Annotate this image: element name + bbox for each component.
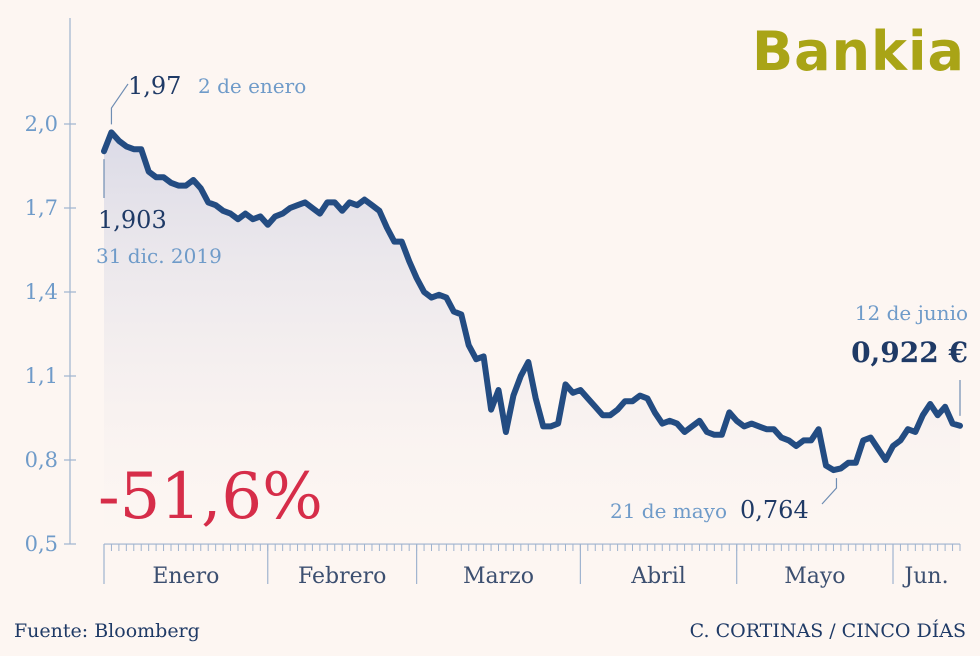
- y-tick-label: 1,1: [25, 364, 58, 388]
- month-label: Jun.: [902, 564, 948, 589]
- y-tick-label: 0,5: [25, 532, 58, 556]
- y-tick-label: 1,7: [25, 196, 58, 220]
- source-note: Fuente: Bloomberg: [14, 620, 200, 642]
- x-axis: Enero Febrero Marzo Abril Mayo Jun.: [103, 543, 961, 589]
- month-label: Febrero: [298, 564, 386, 589]
- bankia-logo: Bankia: [752, 20, 965, 83]
- start-date-label: 31 dic. 2019: [96, 244, 222, 268]
- start-value-label: 1,903: [98, 206, 167, 234]
- month-label: Mayo: [784, 564, 845, 589]
- y-tick-label: 0,8: [25, 448, 58, 472]
- price-area: [104, 132, 960, 544]
- min-value-label: 0,764: [740, 496, 809, 524]
- credit-note: C. CORTINAS / CINCO DÍAS: [689, 620, 966, 642]
- max-date-label: 2 de enero: [198, 74, 306, 98]
- y-tick-label: 1,4: [25, 280, 58, 304]
- max-value-label: 1,97: [128, 72, 181, 100]
- end-date-label: 12 de junio: [855, 301, 968, 325]
- min-date-label: 21 de mayo: [610, 499, 727, 523]
- max-leader: [110, 83, 129, 125]
- annotation-leaders: [103, 83, 961, 505]
- month-label: Marzo: [463, 564, 534, 589]
- y-tick-label: 2,0: [25, 112, 58, 136]
- price-line: [101, 129, 963, 474]
- min-leader: [821, 478, 838, 505]
- month-label: Enero: [152, 564, 219, 589]
- y-axis: 0,5 0,8 1,1 1,4 1,7 2,0: [25, 18, 76, 556]
- end-value-label: 0,922 €: [851, 336, 968, 369]
- total-change-label: -51,6%: [98, 460, 323, 534]
- month-label: Abril: [630, 564, 686, 589]
